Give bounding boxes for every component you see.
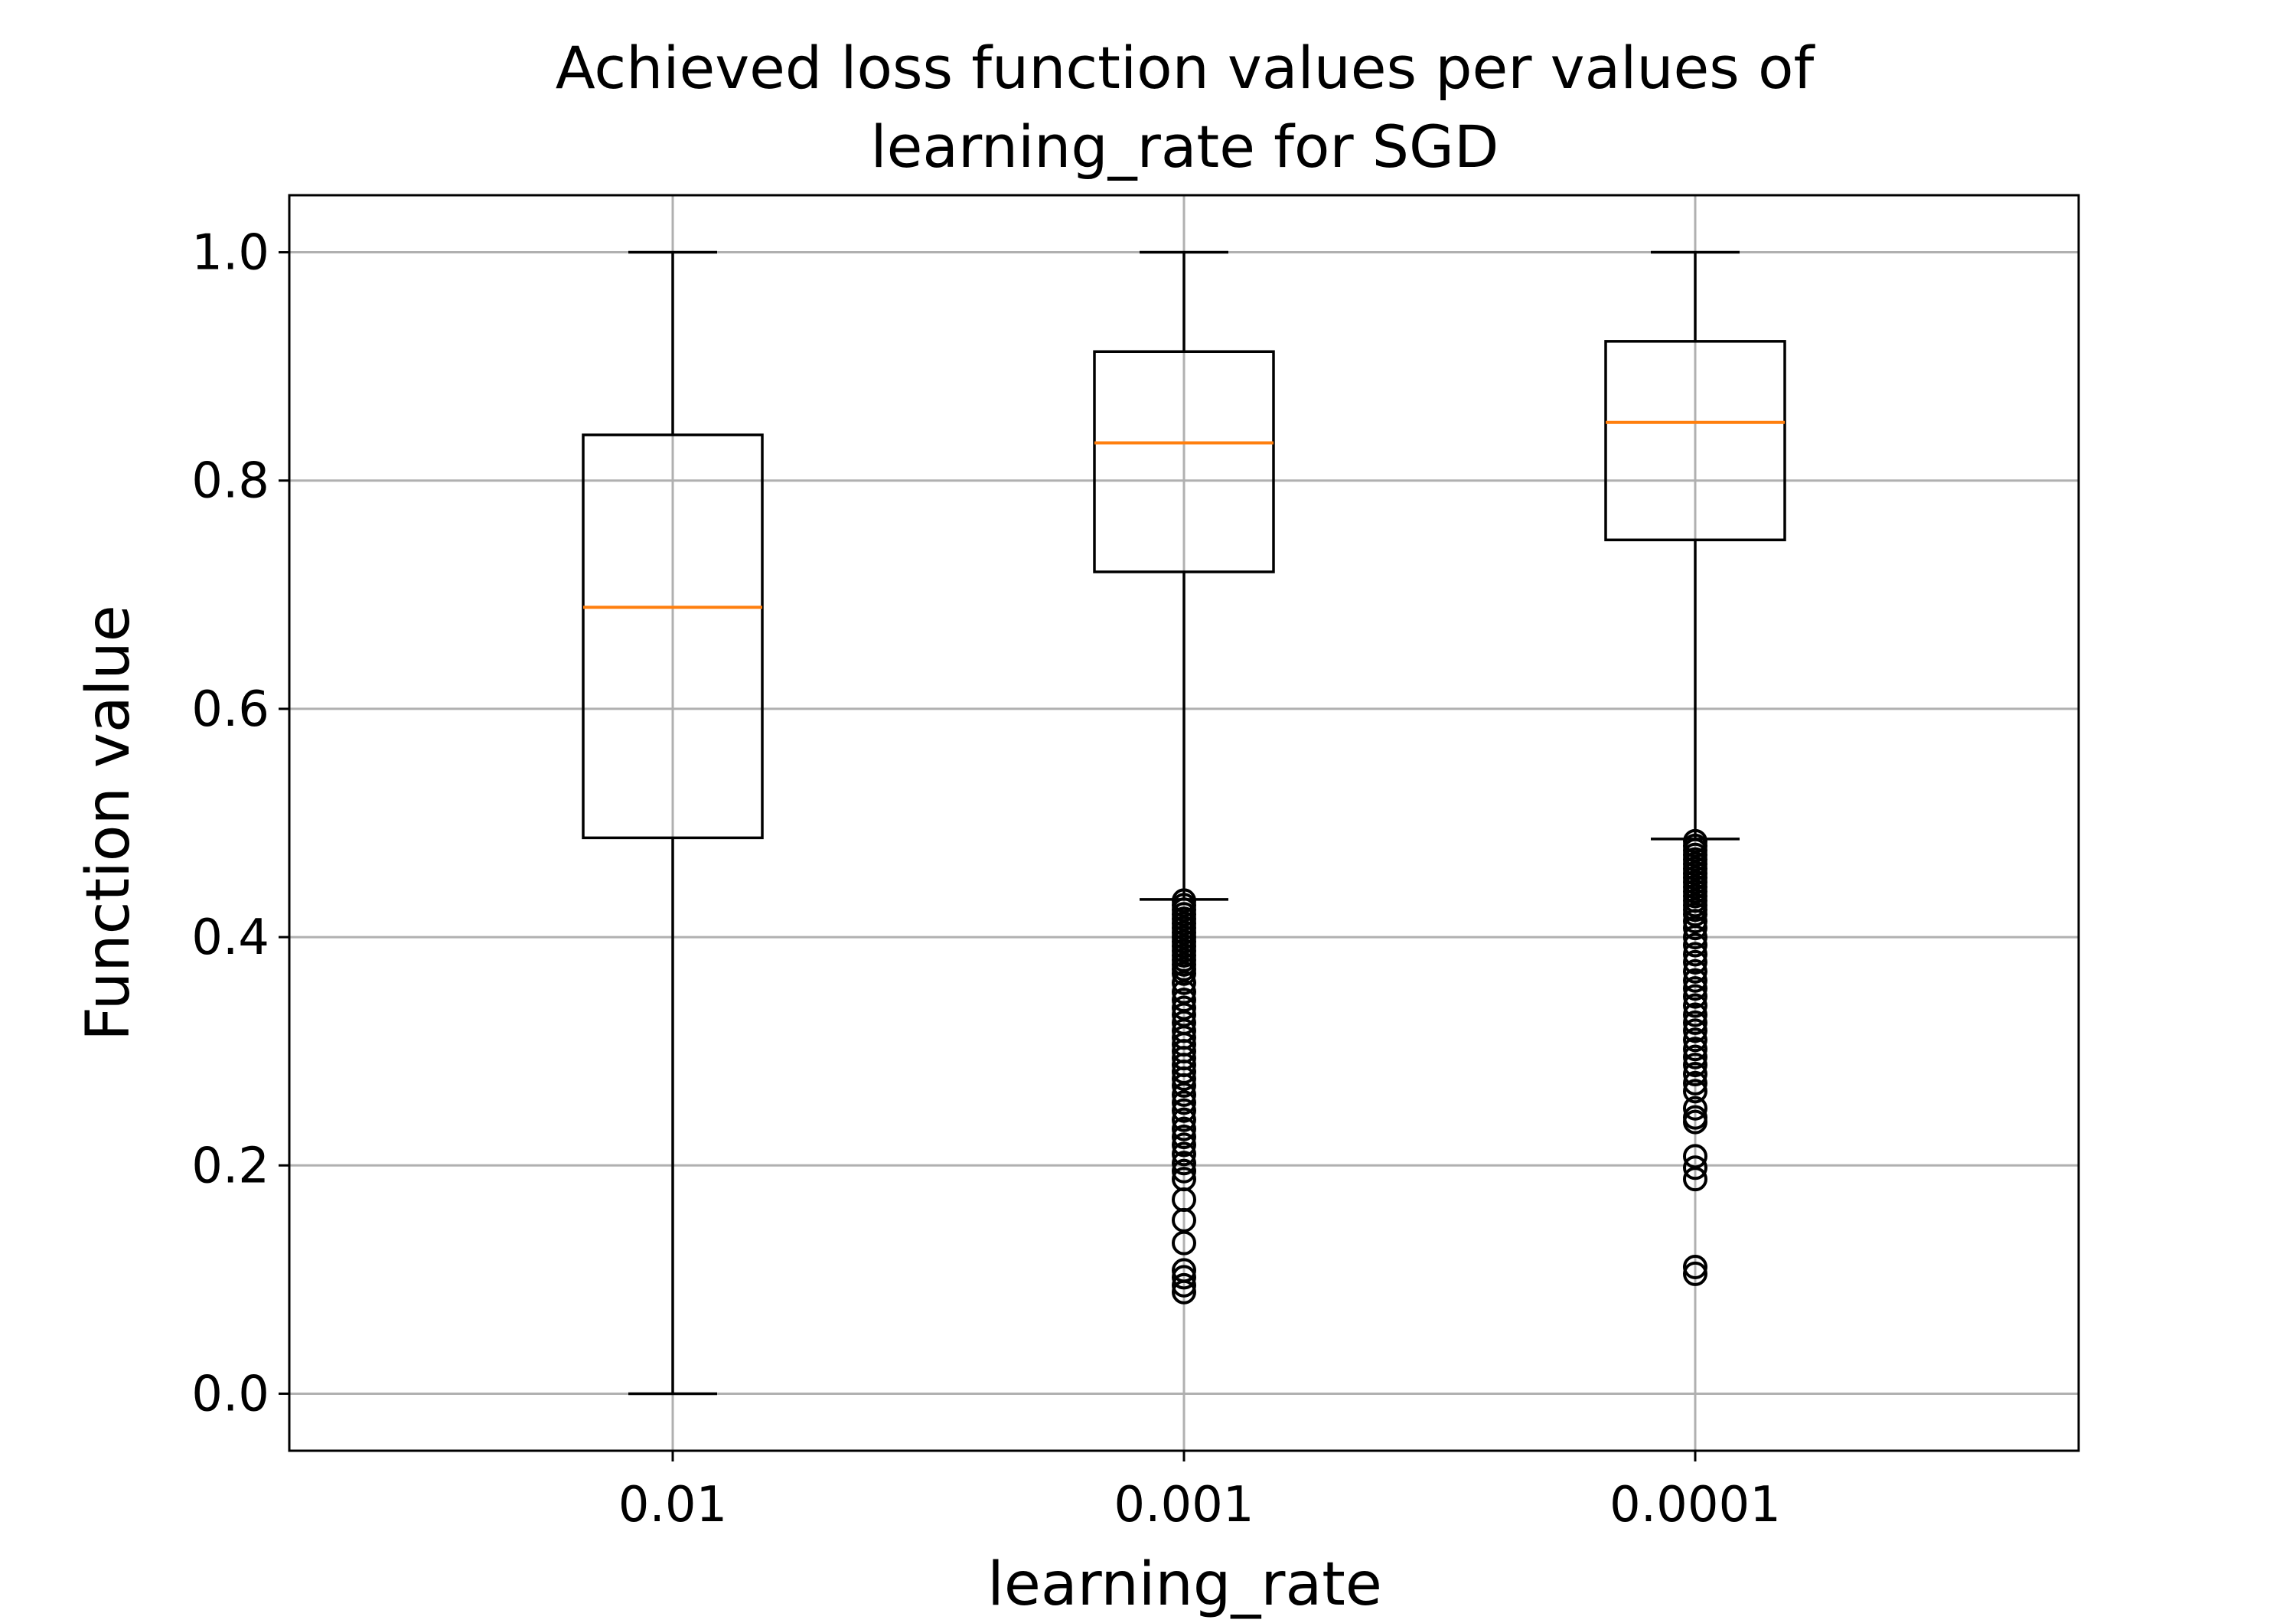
outlier-point bbox=[1172, 1125, 1196, 1149]
outlier-point bbox=[1172, 1265, 1196, 1290]
outlier-point bbox=[1683, 1027, 1707, 1053]
outlier-point bbox=[1683, 1037, 1707, 1062]
x-tick-label-1: 0.001 bbox=[1114, 1477, 1254, 1533]
outlier-point bbox=[1683, 984, 1707, 1009]
outlier-point bbox=[1172, 970, 1196, 995]
outlier-point bbox=[1683, 925, 1707, 950]
outlier-point bbox=[1683, 1070, 1707, 1096]
outlier-point bbox=[1683, 1002, 1707, 1027]
box-series bbox=[582, 250, 1786, 1396]
outlier-point bbox=[1683, 949, 1707, 975]
y-tick-label-5: 1.0 bbox=[191, 225, 269, 282]
chart-title-line-1: Achieved loss function values per values… bbox=[556, 34, 1816, 102]
box-group-0 bbox=[582, 250, 764, 1396]
x-axis-ticks: 0.01 0.001 0.0001 bbox=[618, 1451, 1781, 1533]
x-tick-label-2: 0.0001 bbox=[1609, 1477, 1781, 1533]
outlier-point bbox=[1683, 1254, 1707, 1279]
chart-title-line-2: learning_rate for SGD bbox=[871, 113, 1499, 181]
outlier-point bbox=[1172, 1279, 1196, 1305]
y-tick-label-2: 0.4 bbox=[191, 909, 269, 966]
outlier-point bbox=[1172, 1073, 1196, 1098]
outlier-point bbox=[1683, 1062, 1707, 1086]
box-group-1 bbox=[1093, 250, 1275, 1305]
outlier-point bbox=[1683, 1109, 1707, 1135]
outlier-point bbox=[1172, 1272, 1196, 1298]
outlier-point bbox=[1683, 1018, 1707, 1043]
outlier-point bbox=[1172, 1098, 1196, 1123]
y-axis-label: Function value bbox=[74, 605, 143, 1041]
outlier-point bbox=[1172, 1082, 1196, 1107]
outlier-point bbox=[1683, 909, 1707, 934]
outlier-point bbox=[1683, 993, 1707, 1018]
box-group-2 bbox=[1604, 250, 1786, 1286]
outlier-point bbox=[1683, 1044, 1707, 1069]
outlier-point bbox=[1172, 1230, 1196, 1256]
y-tick-label-1: 0.2 bbox=[191, 1138, 269, 1194]
y-tick-label-0: 0.0 bbox=[191, 1366, 269, 1422]
outlier-point bbox=[1172, 1066, 1196, 1091]
outlier-point bbox=[1172, 1116, 1196, 1141]
outlier-point bbox=[1683, 1155, 1707, 1181]
x-axis-label: learning_rate bbox=[987, 1550, 1382, 1619]
iqr-box bbox=[582, 433, 764, 840]
outlier-point bbox=[1683, 1053, 1707, 1078]
outlier-point bbox=[1683, 1261, 1707, 1286]
outlier-point bbox=[1683, 1010, 1707, 1035]
outlier-point bbox=[1683, 916, 1707, 941]
outlier-point bbox=[1683, 976, 1707, 1001]
y-tick-label-3: 0.6 bbox=[191, 681, 269, 738]
outlier-point bbox=[1683, 1079, 1707, 1104]
outlier-point bbox=[1683, 1096, 1707, 1121]
outlier-point bbox=[1683, 942, 1707, 967]
outlier-point bbox=[1683, 1167, 1707, 1192]
x-tick-label-0: 0.01 bbox=[618, 1477, 728, 1533]
iqr-box bbox=[1604, 340, 1786, 542]
outlier-point bbox=[1172, 1141, 1196, 1167]
outlier-point bbox=[1172, 961, 1196, 986]
outlier-point bbox=[1172, 1158, 1196, 1184]
outlier-point bbox=[1683, 932, 1707, 958]
outlier-point bbox=[1172, 1151, 1196, 1176]
outlier-point bbox=[1683, 968, 1707, 993]
y-tick-label-4: 0.8 bbox=[191, 453, 269, 510]
y-axis-ticks: 0.0 0.2 0.4 0.6 0.8 1.0 bbox=[191, 225, 289, 1422]
outlier-point bbox=[1172, 1132, 1196, 1158]
iqr-box bbox=[1093, 350, 1275, 573]
outlier-point bbox=[1683, 958, 1707, 984]
outlier-point bbox=[1172, 1090, 1196, 1115]
outlier-point bbox=[1172, 1107, 1196, 1132]
